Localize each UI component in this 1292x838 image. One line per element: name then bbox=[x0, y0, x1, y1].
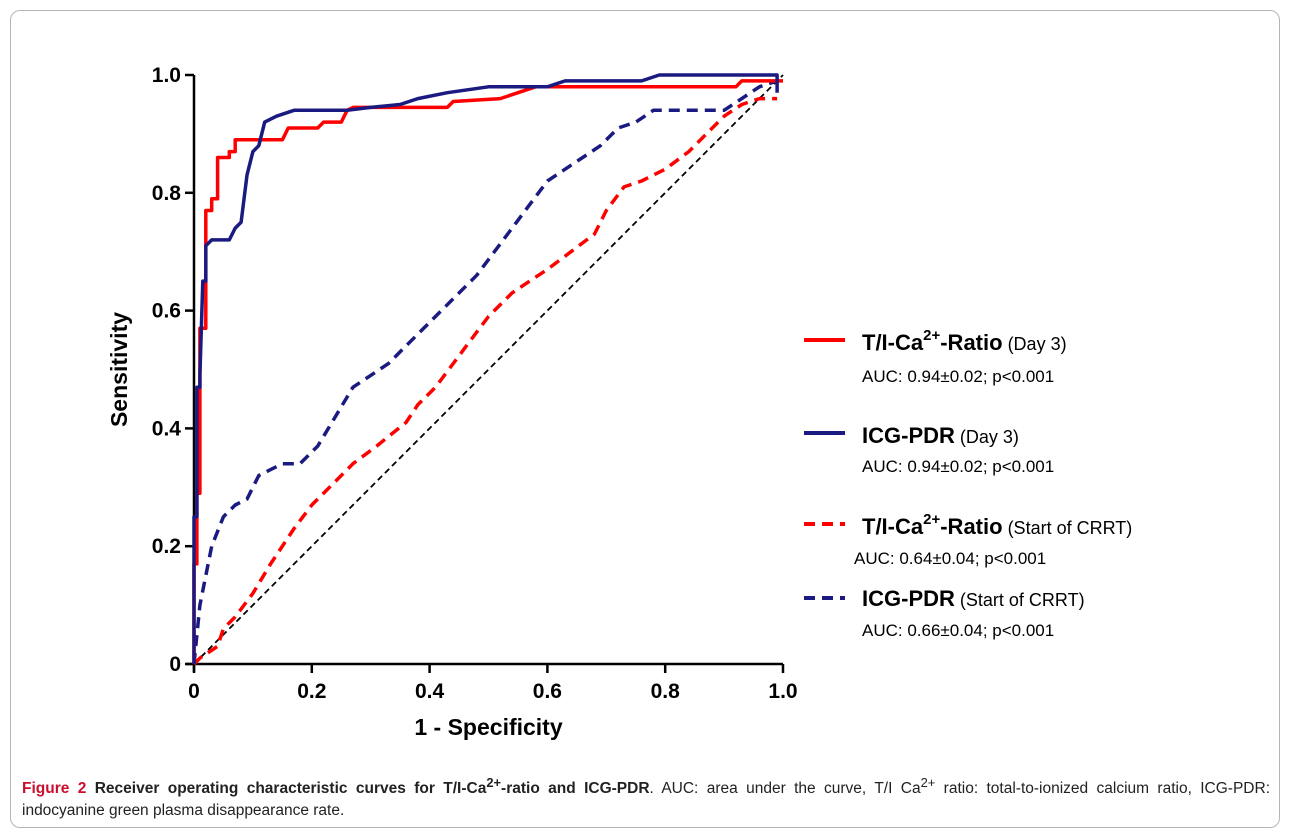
legend-icg-crrt-label: ICG-PDR (Start of CRRT) bbox=[862, 586, 1085, 611]
caption-title-main: Receiver operating characteristic curves… bbox=[94, 780, 487, 798]
icg-crrt-curve bbox=[192, 79, 778, 665]
figure-frame bbox=[10, 10, 1280, 828]
legend-icg-day3-label-detail: (Day 3) bbox=[955, 427, 1019, 447]
caption-text1-sup: 2+ bbox=[920, 775, 936, 790]
legend-icg-crrt-auc: AUC: 0.66±0.04; p<0.001 bbox=[862, 621, 1054, 640]
ratio-crrt-curve bbox=[192, 96, 778, 666]
y-tick-label: 0.2 bbox=[152, 535, 181, 558]
y-tick-label: 1.0 bbox=[152, 64, 181, 87]
x-tick-label: 0.2 bbox=[297, 680, 326, 703]
x-tick-label: 0 bbox=[188, 680, 200, 703]
legend: T/I-Ca2+-Ratio (Day 3)AUC: 0.94±0.02; p<… bbox=[804, 327, 1132, 640]
curves bbox=[192, 73, 784, 666]
y-tick-label: 0.8 bbox=[152, 182, 182, 205]
caption-title-sup: 2+ bbox=[486, 775, 502, 790]
legend-ratio-crrt-label: T/I-Ca2+-Ratio (Start of CRRT) bbox=[862, 511, 1132, 539]
legend-ratio-crrt-label-sup: 2+ bbox=[923, 511, 940, 528]
legend-icg-crrt-label-main: ICG-PDR bbox=[862, 586, 955, 611]
legend-icg-crrt-label-detail: (Start of CRRT) bbox=[955, 590, 1085, 610]
x-tick-label: 0.8 bbox=[651, 680, 681, 703]
legend-ratio-crrt-auc: AUC: 0.64±0.04; p<0.001 bbox=[854, 549, 1046, 568]
caption-title-tail: -ratio and ICG-PDR bbox=[501, 780, 650, 798]
x-axis-label: 1 - Specificity bbox=[414, 714, 562, 740]
legend-ratio-crrt-label-main: T/I-Ca bbox=[862, 514, 924, 539]
legend-icg-day3-label-main: ICG-PDR bbox=[862, 423, 955, 448]
icg-day3-curve bbox=[192, 73, 779, 664]
axes: 1 - Specificity Sensitivity bbox=[106, 75, 783, 740]
ticks: 0 0.2 0.4 0.6 0.8 1.0 0 0.2 0.4 0.6 0.8 1.0 bbox=[152, 64, 798, 703]
y-tick-label: 0 bbox=[169, 653, 181, 676]
roc-chart: 1 - Specificity Sensitivity 0 0.2 0.4 0.6 0.8… bbox=[106, 64, 1132, 740]
legend-ratio-day3-label-main: T/I-Ca bbox=[862, 330, 924, 355]
legend-ratio-day3-label-tail: -Ratio bbox=[940, 330, 1002, 355]
x-tick-label: 1.0 bbox=[768, 680, 797, 703]
caption-figure-label: Figure 2 bbox=[22, 780, 87, 798]
legend-ratio-crrt-label-tail: -Ratio bbox=[940, 514, 1002, 539]
legend-ratio-crrt-label-detail: (Start of CRRT) bbox=[1003, 518, 1133, 538]
reference-diagonal-line bbox=[193, 74, 784, 665]
legend-ratio-day3-label: T/I-Ca2+-Ratio (Day 3) bbox=[862, 327, 1067, 355]
figure-caption: Figure 2 Receiver operating characterist… bbox=[22, 772, 1270, 822]
caption-text1: . AUC: area under the curve, T/I Ca bbox=[649, 780, 921, 798]
legend-icg-day3-label: ICG-PDR (Day 3) bbox=[862, 423, 1019, 448]
legend-ratio-day3-label-detail: (Day 3) bbox=[1003, 334, 1067, 354]
y-axis-label: Sensitivity bbox=[106, 312, 132, 427]
x-tick-label: 0.4 bbox=[415, 680, 445, 703]
legend-ratio-day3-auc: AUC: 0.94±0.02; p<0.001 bbox=[862, 367, 1054, 386]
x-tick-label: 0.6 bbox=[533, 680, 562, 703]
caption-text2: ratio: total-to-ionized calcium ratio, I… bbox=[22, 780, 1271, 820]
y-tick-label: 0.6 bbox=[152, 300, 181, 323]
legend-ratio-day3-label-sup: 2+ bbox=[923, 327, 940, 344]
caption-title: Receiver operating characteristic curves… bbox=[94, 775, 650, 798]
legend-icg-day3-auc: AUC: 0.94±0.02; p<0.001 bbox=[862, 457, 1054, 476]
y-tick-label: 0.4 bbox=[152, 417, 182, 440]
